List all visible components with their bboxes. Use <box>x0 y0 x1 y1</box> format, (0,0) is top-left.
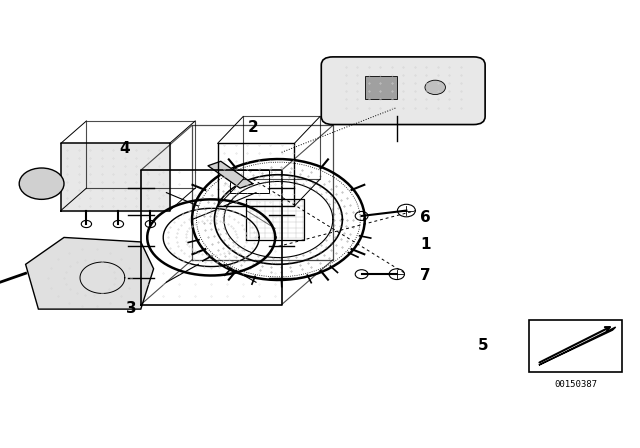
Text: 00150387: 00150387 <box>554 380 597 389</box>
Polygon shape <box>61 143 170 211</box>
Circle shape <box>355 211 368 220</box>
Text: 6: 6 <box>420 210 431 225</box>
Circle shape <box>397 204 415 217</box>
Text: 1: 1 <box>420 237 431 252</box>
Polygon shape <box>365 76 397 99</box>
Text: 3: 3 <box>126 301 136 316</box>
Text: 7: 7 <box>420 268 431 283</box>
Circle shape <box>19 168 64 199</box>
Text: 5: 5 <box>478 338 488 353</box>
Polygon shape <box>26 237 154 309</box>
Polygon shape <box>539 327 616 365</box>
FancyBboxPatch shape <box>321 57 485 125</box>
Circle shape <box>355 270 368 279</box>
Text: 2: 2 <box>248 120 258 135</box>
Text: 4: 4 <box>120 141 130 156</box>
Circle shape <box>389 269 404 280</box>
Circle shape <box>425 80 445 95</box>
Polygon shape <box>208 161 253 188</box>
